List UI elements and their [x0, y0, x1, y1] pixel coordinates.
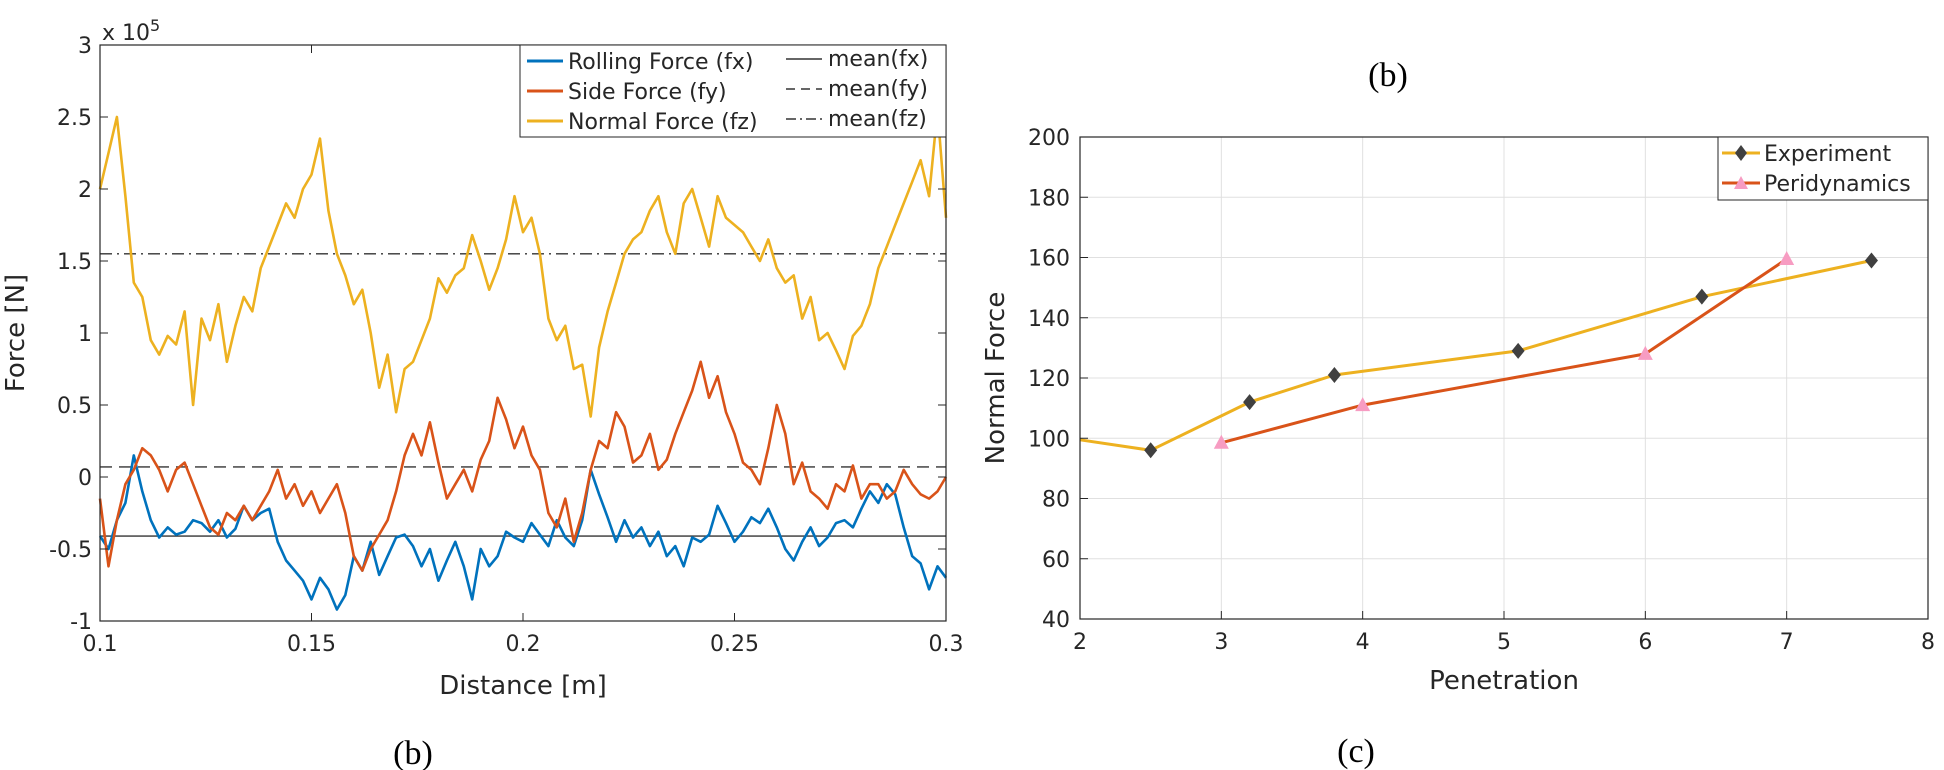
right-y-tick-label: 80	[1042, 488, 1070, 513]
right-x-tick-label: 4	[1356, 630, 1370, 655]
right-legend: Experiment Peridynamics	[1717, 136, 1929, 201]
right-x-tick-label: 8	[1921, 630, 1935, 655]
left-series-side-force	[98, 360, 948, 572]
left-y-tick-label: 2	[78, 178, 92, 203]
legend-label-mean-fx: mean(fx)	[828, 47, 928, 72]
legend-label-mean-fy: mean(fy)	[828, 77, 928, 102]
right-y-tick-label: 160	[1028, 247, 1070, 272]
left-y-tick-label: -0.5	[49, 538, 92, 563]
left-legend: Rolling Force (fx) Side Force (fy) Norma…	[519, 44, 947, 138]
left-x-axis-label: Distance [m]	[439, 671, 607, 701]
left-y-tick-label: 0.5	[57, 394, 92, 419]
right-y-tick-label: 120	[1028, 367, 1070, 392]
left-x-tick-label: 0.15	[287, 632, 336, 657]
legend-label-side: Side Force (fy)	[568, 80, 727, 105]
left-plot-area	[100, 45, 946, 621]
legend-label-rolling: Rolling Force (fx)	[568, 50, 753, 75]
right-chart-title: (b)	[1368, 57, 1408, 94]
left-x-tick-label: 0.1	[83, 632, 118, 657]
right-y-tick-label: 100	[1028, 427, 1070, 452]
right-x-axis-label: Penetration	[1429, 666, 1579, 696]
left-y-tick-label: 1	[78, 322, 92, 347]
left-y-tick-label: 1.5	[57, 250, 92, 275]
right-legend-box	[1717, 136, 1929, 201]
legend-label-mean-fz: mean(fz)	[828, 107, 927, 132]
legend-marker-experiment	[1735, 145, 1747, 161]
left-y-tick-label: 3	[78, 34, 92, 59]
left-x-tick-label: 0.3	[929, 632, 964, 657]
right-x-ticks: 2 3 4 5 6 7 8	[1073, 611, 1935, 655]
left-x-tick-label: 0.2	[506, 632, 541, 657]
right-x-tick-label: 3	[1214, 630, 1228, 655]
left-y-ticks: -1 -0.5 0 0.5 1 1.5 2 2.5 3	[49, 34, 946, 635]
right-y-tick-label: 40	[1042, 608, 1070, 633]
right-chart: (b) 2 3 4 5 6 7 8 40 60 80 100 120 140 160 180 200 Pen…	[981, 57, 1935, 770]
right-series-experiment-marker	[1327, 366, 1341, 383]
left-x-ticks: 0.1 0.15 0.2 0.25 0.3	[83, 45, 964, 657]
right-series-experiment-marker	[1511, 342, 1525, 359]
right-x-tick-label: 5	[1497, 630, 1511, 655]
legend-label-experiment: Experiment	[1764, 142, 1891, 167]
left-y-tick-label: 2.5	[57, 106, 92, 131]
left-chart: 0.1 0.15 0.2 0.25 0.3 -1 -0.5 0 0.5 1 1.5 2 2.5 3 x …	[1, 16, 964, 770]
right-x-tick-label: 7	[1780, 630, 1794, 655]
right-series-experiment-marker	[1695, 288, 1709, 305]
right-y-tick-label: 200	[1028, 126, 1070, 151]
left-caption: (b)	[393, 735, 433, 770]
left-y-exponent-label: x 105	[102, 16, 160, 46]
left-y-axis-label: Force [N]	[1, 274, 31, 392]
left-y-tick-label: 0	[78, 466, 92, 491]
left-x-tick-label: 0.25	[710, 632, 759, 657]
right-y-axis-label: Normal Force	[981, 292, 1011, 465]
right-series-experiment-marker	[1864, 252, 1878, 269]
right-series-peridynamics-marker	[1355, 397, 1371, 412]
left-series-group	[98, 108, 948, 611]
right-caption: (c)	[1337, 733, 1375, 770]
right-series-peridynamics-marker	[1213, 434, 1229, 449]
right-y-ticks: 40 60 80 100 120 140 160 180 200	[1028, 126, 1088, 633]
right-series-peridynamics-line	[1220, 257, 1788, 445]
right-series-peridynamics-marker	[1779, 251, 1795, 266]
right-series-peridynamics-marker	[1637, 345, 1653, 360]
right-y-tick-label: 180	[1028, 186, 1070, 211]
right-series-experiment-marker	[1144, 442, 1158, 459]
legend-label-normal: Normal Force (fz)	[568, 110, 758, 135]
right-y-tick-label: 60	[1042, 548, 1070, 573]
right-x-tick-label: 2	[1073, 630, 1087, 655]
right-y-tick-label: 140	[1028, 307, 1070, 332]
left-y-tick-label: -1	[70, 610, 92, 635]
left-legend-box	[519, 44, 947, 138]
right-x-tick-label: 6	[1638, 630, 1652, 655]
left-series-normal-force	[98, 108, 948, 418]
left-series-rolling-force	[98, 454, 948, 611]
legend-label-peridynamics: Peridynamics	[1764, 172, 1911, 197]
right-series-experiment-marker	[1243, 394, 1257, 411]
legend-marker-peridynamics	[1734, 176, 1748, 189]
right-series-group	[1079, 251, 1878, 459]
